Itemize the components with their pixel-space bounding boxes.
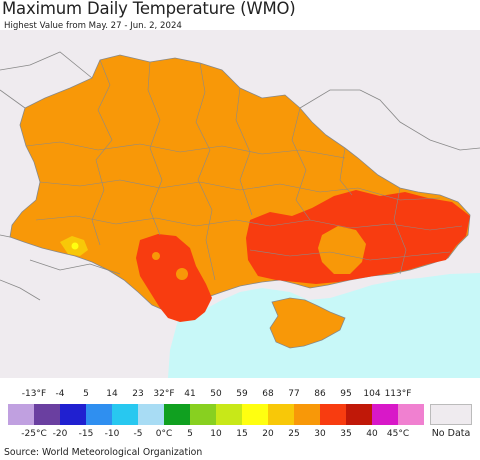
legend-swatch — [320, 404, 346, 425]
legend-fahrenheit-tick: 50 — [210, 389, 222, 399]
legend-fahrenheit-tick: 23 — [132, 389, 144, 399]
legend-celsius-tick: 35 — [340, 429, 352, 439]
map-title: Maximum Daily Temperature (WMO) — [2, 0, 296, 18]
no-data-swatch — [430, 404, 472, 425]
cooler-patch — [318, 226, 366, 274]
coolest-spot — [71, 242, 79, 250]
legend-fahrenheit-tick: 68 — [262, 389, 274, 399]
legend-swatch — [398, 404, 424, 425]
legend-fahrenheit-tick: 41 — [184, 389, 196, 399]
legend-swatch — [346, 404, 372, 425]
legend-fahrenheit-tick: 5 — [83, 389, 89, 399]
legend-swatch — [190, 404, 216, 425]
legend-swatch — [86, 404, 112, 425]
legend-celsius-tick: -15 — [78, 429, 94, 439]
legend-fahrenheit-tick: 14 — [106, 389, 118, 399]
legend-celsius-tick: -20 — [52, 429, 68, 439]
legend-celsius-tick: 40 — [366, 429, 378, 439]
legend-fahrenheit-tick: 59 — [236, 389, 248, 399]
no-data-label: No Data — [431, 428, 471, 439]
map-subtitle: Highest Value from May. 27 - Jun. 2, 202… — [4, 21, 182, 31]
source-credit: Source: World Meteorological Organizatio… — [4, 447, 203, 458]
legend-fahrenheit-tick: 104 — [363, 389, 381, 399]
legend-fahrenheit-tick: 95 — [340, 389, 352, 399]
legend-swatch — [216, 404, 242, 425]
legend-swatch — [372, 404, 398, 425]
crimea-region — [269, 297, 346, 349]
legend-celsius-tick: 20 — [262, 429, 274, 439]
temperature-map — [0, 30, 480, 378]
oblast-borders — [25, 59, 463, 281]
legend-celsius-tick: 5 — [187, 429, 193, 439]
legend-swatch — [164, 404, 190, 425]
legend-celsius-tick: 45°C — [386, 429, 410, 439]
legend-fahrenheit-tick: -13°F — [21, 389, 47, 399]
legend-swatch — [34, 404, 60, 425]
legend-celsius-tick: 30 — [314, 429, 326, 439]
legend-fahrenheit-tick: 86 — [314, 389, 326, 399]
legend-celsius-tick: 10 — [210, 429, 222, 439]
legend-fahrenheit-tick: 77 — [288, 389, 300, 399]
warm-spot-2 — [152, 252, 160, 260]
legend-fahrenheit-tick: 113°F — [384, 389, 412, 399]
warm-spot — [176, 268, 188, 280]
legend-swatch — [242, 404, 268, 425]
legend-celsius-tick: -10 — [104, 429, 120, 439]
legend-swatch — [60, 404, 86, 425]
legend-fahrenheit-tick: 32°F — [153, 389, 175, 399]
legend-celsius-tick: 25 — [288, 429, 300, 439]
legend-fahrenheit-tick: -4 — [55, 389, 65, 399]
legend-celsius-tick: 0°C — [155, 429, 173, 439]
legend-swatch — [138, 404, 164, 425]
legend-celsius-tick: -5 — [133, 429, 143, 439]
country-borders — [0, 51, 480, 301]
legend-celsius-tick: -25°C — [21, 429, 47, 439]
legend-swatch — [8, 404, 34, 425]
legend-swatch — [112, 404, 138, 425]
legend-celsius-tick: 15 — [236, 429, 248, 439]
legend-swatch — [294, 404, 320, 425]
legend-swatch — [268, 404, 294, 425]
